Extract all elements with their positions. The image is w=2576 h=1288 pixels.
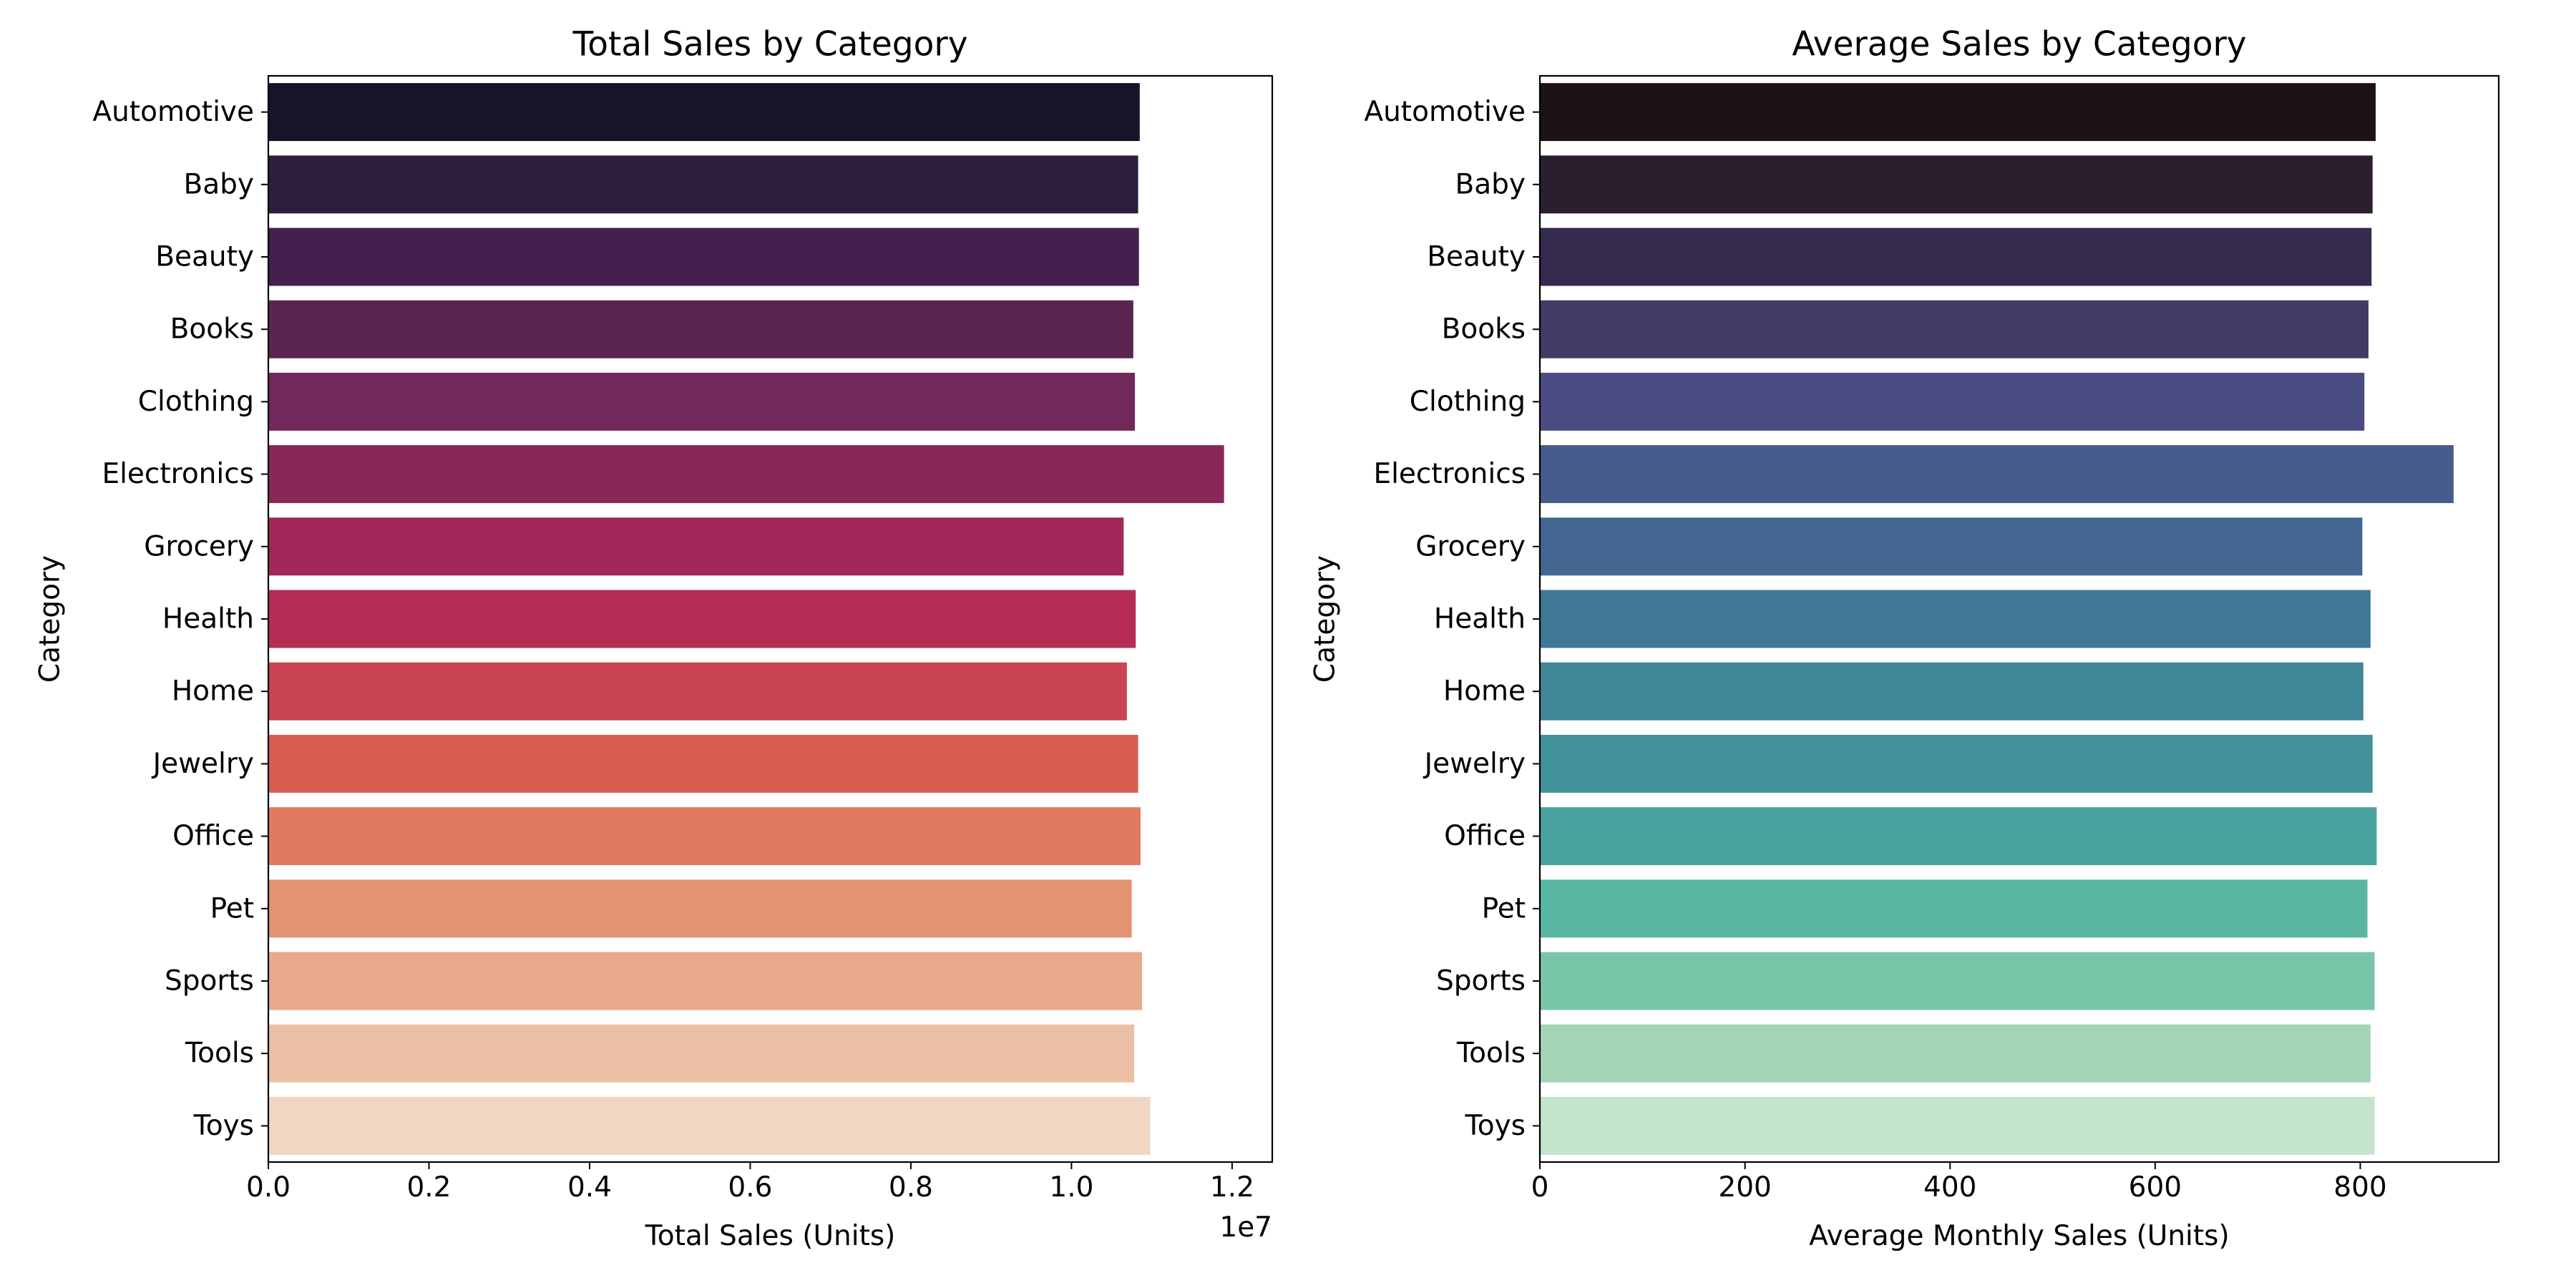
bar-baby	[1540, 155, 2373, 214]
bar-health	[268, 590, 1136, 648]
bar-clothing	[1540, 372, 2365, 431]
y-tick-label-office: Office	[1444, 820, 1526, 852]
bar-electronics	[268, 445, 1224, 504]
x-tick-label: 400	[1923, 1171, 1976, 1204]
bar-beauty	[268, 228, 1139, 286]
y-tick-label-grocery: Grocery	[1415, 530, 1526, 562]
bar-automotive	[1540, 83, 2376, 142]
axis-offset-label: 1e7	[1219, 1211, 1272, 1244]
y-tick-label-jewelry: Jewelry	[151, 748, 254, 780]
x-tick-label: 0.4	[567, 1171, 612, 1204]
y-tick-label-toys: Toys	[193, 1110, 254, 1142]
y-tick-label-tools: Tools	[1456, 1038, 1526, 1070]
y-tick-label-health: Health	[162, 603, 254, 635]
y-tick-label-sports: Sports	[165, 965, 254, 997]
bar-books	[268, 300, 1133, 358]
axes-frame	[1538, 74, 2500, 1163]
bar-office	[1540, 807, 2377, 866]
x-tick-label: 200	[1718, 1171, 1771, 1204]
y-tick-label-automotive: Automotive	[92, 96, 254, 128]
y-tick-label-clothing: Clothing	[138, 386, 254, 418]
y-tick-label-electronics: Electronics	[1373, 458, 1526, 490]
y-tick-label-office: Office	[172, 820, 254, 852]
average-sales-chart: Automotive Baby Beauty Books Clothing Electro…	[1309, 25, 2500, 1252]
x-tick-label: 800	[2333, 1171, 2386, 1204]
y-tick-label-pet: Pet	[210, 892, 254, 924]
y-tick-label-beauty: Beauty	[1427, 241, 1526, 273]
x-tick-label: 0.0	[246, 1171, 291, 1204]
bar-baby	[268, 155, 1138, 214]
bar-health	[1540, 590, 2371, 648]
x-tick-label: 1.2	[1210, 1171, 1254, 1204]
bar-jewelry	[1540, 734, 2373, 793]
x-axis-label: Average Monthly Sales (Units)	[1809, 1220, 2229, 1252]
y-tick-label-home: Home	[172, 675, 254, 708]
y-tick-label-jewelry: Jewelry	[1423, 748, 1526, 780]
y-tick-label-beauty: Beauty	[155, 241, 254, 273]
bar-home	[268, 662, 1127, 721]
bar-beauty	[1540, 228, 2372, 286]
x-tick-label: 0.8	[889, 1171, 933, 1204]
y-tick-label-baby: Baby	[1455, 168, 1526, 200]
y-tick-label-baby: Baby	[184, 168, 255, 200]
bar-tools	[268, 1024, 1134, 1083]
y-tick-label-toys: Toys	[1465, 1110, 1526, 1142]
bar-grocery	[1540, 517, 2363, 576]
x-tick-label: 0.6	[728, 1171, 772, 1204]
bar-home	[1540, 662, 2363, 721]
y-axis-label: Category	[1309, 555, 1342, 683]
bar-automotive	[268, 83, 1140, 142]
y-tick-label-clothing: Clothing	[1410, 386, 1526, 418]
y-tick-label-pet: Pet	[1482, 892, 1526, 924]
axes-frame	[267, 74, 1274, 1163]
bar-toys	[268, 1096, 1151, 1155]
bar-sports	[268, 952, 1143, 1010]
bar-toys	[1540, 1096, 2375, 1155]
y-axis-label: Category	[34, 555, 67, 683]
bar-electronics	[1540, 445, 2454, 504]
bar-tools	[1540, 1024, 2371, 1083]
bar-jewelry	[268, 734, 1138, 793]
x-tick-label: 600	[2129, 1171, 2182, 1204]
bar-pet	[268, 879, 1132, 938]
chart-title: Average Sales by Category	[1792, 25, 2246, 64]
y-tick-label-grocery: Grocery	[144, 530, 254, 562]
y-tick-label-automotive: Automotive	[1364, 96, 1526, 128]
y-tick-label-home: Home	[1443, 675, 1526, 708]
y-tick-label-books: Books	[1442, 313, 1526, 346]
bar-clothing	[268, 372, 1136, 431]
chart-title: Total Sales by Category	[572, 25, 967, 64]
bar-office	[268, 807, 1141, 866]
y-tick-label-tools: Tools	[185, 1038, 254, 1070]
bar-grocery	[268, 517, 1124, 576]
x-tick-label: 0	[1531, 1171, 1549, 1204]
x-tick-label: 1.0	[1049, 1171, 1093, 1204]
y-tick-label-sports: Sports	[1436, 965, 1526, 997]
bar-books	[1540, 300, 2368, 358]
total-sales-chart: Automotive Baby Beauty Books Clothing Electro…	[34, 25, 1274, 1252]
bar-pet	[1540, 879, 2368, 938]
x-tick-label: 0.2	[406, 1171, 451, 1204]
x-axis-label: Total Sales (Units)	[645, 1220, 896, 1252]
bar-sports	[1540, 952, 2375, 1010]
y-tick-label-books: Books	[170, 313, 254, 346]
y-tick-label-health: Health	[1434, 603, 1526, 635]
y-tick-label-electronics: Electronics	[102, 458, 254, 490]
